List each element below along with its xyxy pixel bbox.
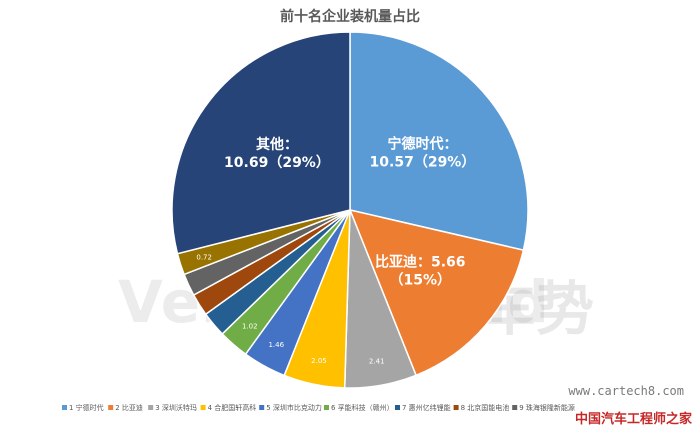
legend-label-6: 6 孚能科技（赣州） — [331, 403, 394, 412]
site-name: 中国汽车工程师之家 — [574, 412, 692, 427]
slice-label-10: 0.72 — [196, 254, 212, 262]
slice-label-11: 其他： — [256, 136, 298, 153]
legend-label-8: 8 北京国能电池 — [461, 403, 510, 412]
pie-slice-11 — [171, 31, 351, 255]
slice-label-6: 1.02 — [242, 323, 258, 331]
pie-slice-2 — [348, 208, 525, 377]
legend-swatch-7 — [395, 405, 400, 410]
legend-label-7: 7 惠州亿纬锂能 — [402, 403, 451, 412]
pie-labels: 宁德时代： 10.57（29%） 比亚迪：5.66 （15%） 2.41 2.05 1.46… — [196, 135, 475, 365]
pie-slices — [171, 31, 529, 389]
site-url: www.cartech8.com — [568, 384, 684, 398]
legend-swatch-8 — [453, 405, 459, 410]
chart-title: 前十名企业装机量占比 — [280, 9, 420, 25]
legend-swatch-1 — [62, 405, 67, 410]
legend-swatch-6 — [324, 405, 329, 410]
slice-label-2: 比亚迪：5.66 — [375, 253, 466, 270]
slice-value-1: 10.57（29%） — [370, 154, 476, 170]
slice-value-2: （15%） — [389, 272, 451, 288]
legend: 1 宁德时代 2 比亚迪 3 深圳沃特玛 4 合肥国轩高科 5 深圳市比克动力 6 孚能科… — [62, 403, 575, 412]
legend-label-2: 2 比亚迪 — [115, 403, 143, 412]
legend-swatch-9 — [512, 405, 518, 410]
slice-label-5: 1.46 — [268, 341, 284, 349]
legend-swatch-5 — [259, 405, 265, 410]
legend-swatch-2 — [108, 405, 114, 410]
legend-swatch-4 — [200, 405, 206, 410]
legend-label-1: 1 宁德时代 — [69, 403, 104, 412]
slice-label-4: 2.05 — [311, 357, 327, 365]
pie-slice-1 — [349, 31, 529, 252]
legend-label-3: 3 深圳沃特玛 — [155, 403, 197, 412]
legend-swatch-3 — [148, 405, 154, 410]
slice-label-1: 宁德时代： — [387, 135, 457, 152]
slice-value-11: 10.69（29%） — [224, 155, 330, 171]
slice-label-3: 2.41 — [369, 358, 385, 366]
legend-label-5: 5 深圳市比克动力 — [266, 403, 322, 412]
legend-label-9: 9 珠海银隆新能源 — [519, 403, 575, 412]
legend-label-4: 4 合肥国轩高科 — [208, 403, 257, 412]
